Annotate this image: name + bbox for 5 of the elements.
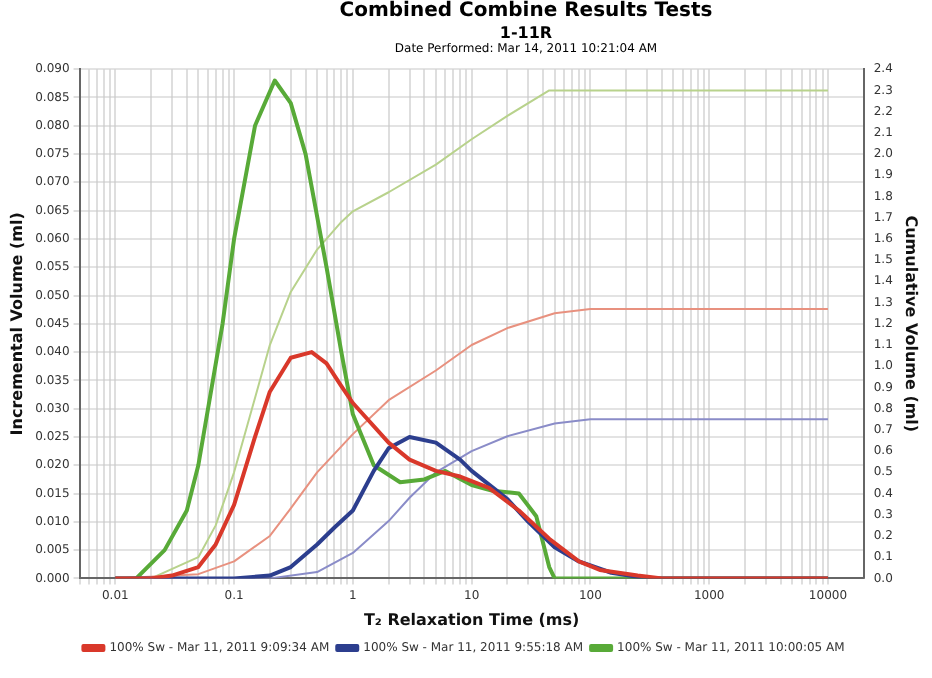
x-axis-title: T₂ Relaxation Time (ms) xyxy=(363,610,580,629)
chart-subtitle: 1-11R xyxy=(497,24,555,42)
y2-axis-title: Cumulative Volume (ml) xyxy=(902,215,921,433)
y-axis-title: Incremental Volume (ml) xyxy=(7,212,26,436)
chart-title: Combined Combine Results Tests xyxy=(337,0,715,24)
